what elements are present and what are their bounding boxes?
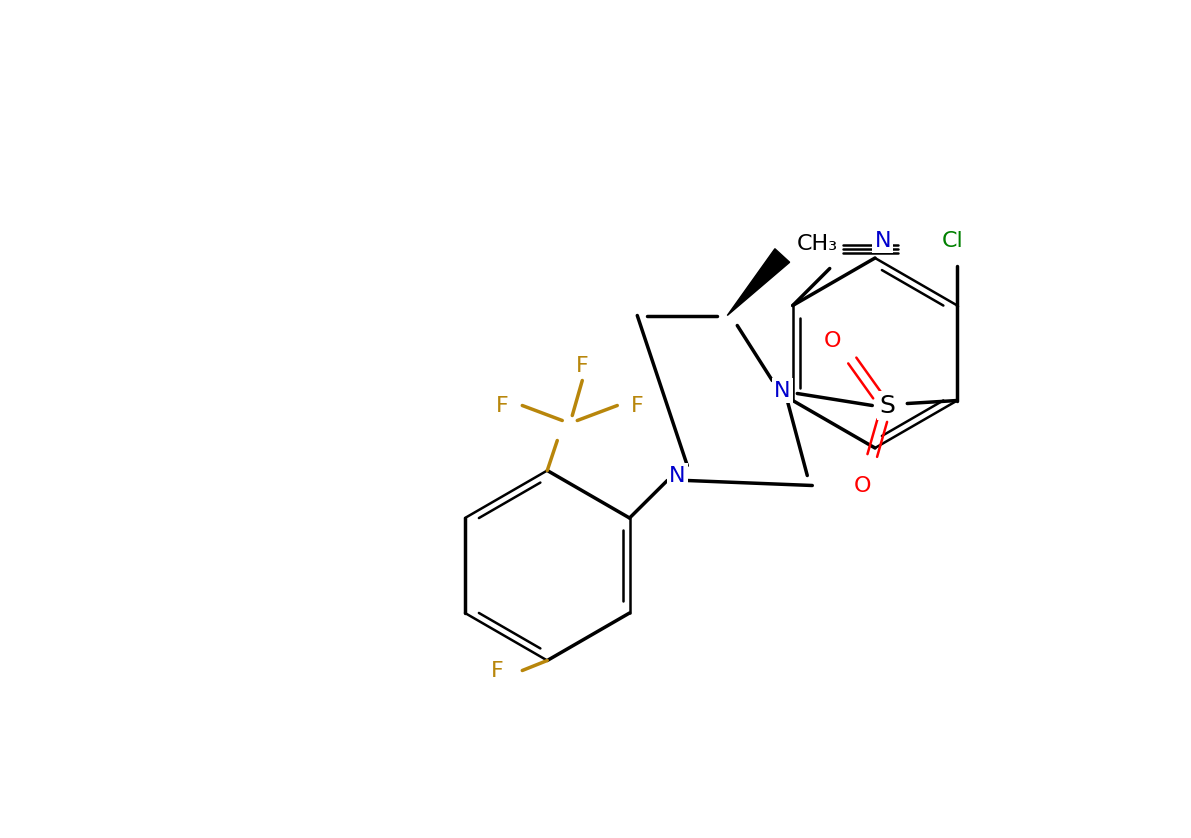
Text: O: O	[854, 475, 871, 495]
Text: F: F	[576, 355, 588, 375]
Text: F: F	[631, 396, 643, 416]
Polygon shape	[728, 249, 790, 315]
Text: F: F	[495, 396, 509, 416]
Text: N: N	[874, 230, 891, 251]
Text: CH₃: CH₃	[797, 234, 837, 254]
Text: F: F	[491, 660, 504, 680]
Text: S: S	[879, 394, 896, 417]
Text: N: N	[774, 380, 791, 401]
Text: N: N	[669, 465, 686, 485]
Text: O: O	[823, 330, 841, 350]
Text: Cl: Cl	[941, 230, 964, 251]
